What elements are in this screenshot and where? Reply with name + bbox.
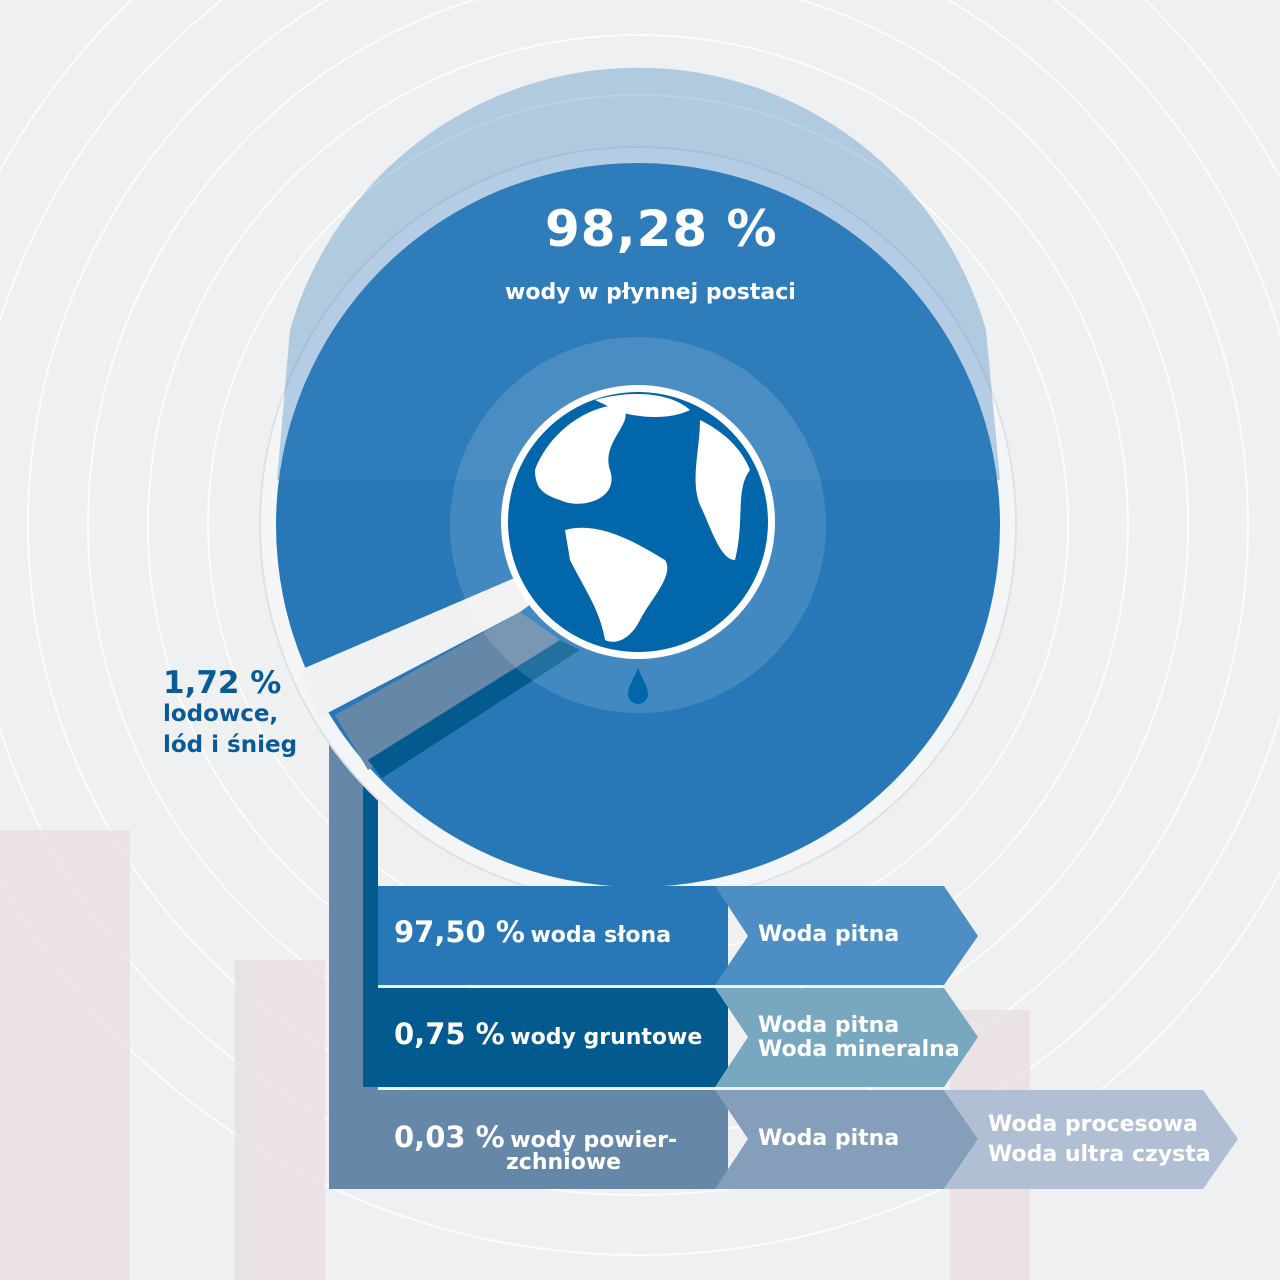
- row-salt-label: woda słona: [530, 923, 672, 948]
- row-ground-uses: Woda pitna Woda mineralna: [758, 1014, 960, 1062]
- row-ground-text: 0,75 % wody gruntowe: [394, 1017, 702, 1051]
- row-surface-use-arrow: [715, 1090, 978, 1189]
- ice-value: 1,72 %: [163, 665, 282, 701]
- row-ground-use-arrow: [715, 988, 978, 1087]
- earth-globe-icon: [501, 385, 775, 659]
- row-ground-use-1: Woda pitna: [758, 1013, 900, 1038]
- row-surface-value: 0,03 %: [394, 1120, 505, 1154]
- row-salt-bg: [378, 886, 728, 985]
- row-salt-text: 97,50 % woda słona: [394, 915, 671, 949]
- row-salt-value: 97,50 %: [394, 915, 525, 949]
- row-surface-extra-use-1: Woda procesowa: [988, 1112, 1198, 1137]
- row-surface-extra-uses: Woda procesowa Woda ultra czysta: [988, 1110, 1211, 1170]
- water-texture: [277, 67, 1000, 480]
- ice-label-line2: lód i śnieg: [163, 732, 298, 758]
- row-salt-use: Woda pitna: [758, 922, 900, 947]
- row-surface-label-line2: zchniowe: [506, 1150, 622, 1175]
- row-surface-extra-use-2: Woda ultra czysta: [988, 1142, 1211, 1167]
- row-surface-bg: [329, 1090, 728, 1189]
- ice-callout: 1,72 % lodowce, lód i śnieg: [163, 668, 297, 761]
- row-ground-value: 0,75 %: [394, 1017, 505, 1051]
- row-surface-text: 0,03 % wody powier-: [394, 1120, 677, 1154]
- row-ground-bg: [363, 988, 728, 1087]
- row-surface-use: Woda pitna: [758, 1126, 900, 1151]
- ice-label-line1: lodowce,: [163, 701, 279, 727]
- row-surface-extra-arrow: [944, 1090, 1238, 1189]
- water-drop-icon: [628, 668, 648, 704]
- row-ground-use-2: Woda mineralna: [758, 1037, 960, 1062]
- surface-slice-beam: [335, 612, 560, 770]
- liquid-water-value: 98,28 %: [545, 200, 778, 258]
- row-ground-label: wody gruntowe: [510, 1025, 703, 1050]
- ground-slice-beam: [368, 640, 580, 778]
- liquid-water-label: wody w płynnej postaci: [505, 280, 796, 305]
- row-surface-label-line1: wody powier-: [510, 1128, 678, 1153]
- row-salt-use-arrow: [715, 886, 978, 985]
